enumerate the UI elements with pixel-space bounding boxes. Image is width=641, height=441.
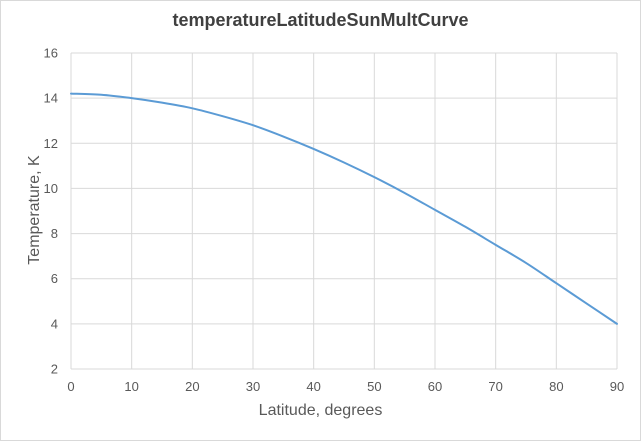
y-tick-label: 12 bbox=[44, 136, 58, 151]
y-tick-label: 14 bbox=[44, 91, 58, 106]
tick-labels: 2 4 6 8 10 12 14 16 0 10 20 30 40 50 60 70 80 90 bbox=[44, 46, 625, 395]
y-tick-label: 10 bbox=[44, 181, 58, 196]
y-tick-label: 4 bbox=[51, 316, 58, 331]
series-lines bbox=[70, 92, 618, 325]
chart-title: temperatureLatitudeSunMultCurve bbox=[172, 10, 469, 30]
x-tick-label: 80 bbox=[549, 379, 563, 394]
x-tick-label: 50 bbox=[367, 379, 381, 394]
x-tick-label: 10 bbox=[124, 379, 138, 394]
gridlines bbox=[70, 52, 618, 370]
y-tick-label: 16 bbox=[44, 46, 58, 61]
x-tick-label: 40 bbox=[306, 379, 320, 394]
x-tick-label: 90 bbox=[610, 379, 624, 394]
x-tick-label: 60 bbox=[428, 379, 442, 394]
x-axis-title: Latitude, degrees bbox=[258, 402, 383, 419]
x-tick-label: 70 bbox=[488, 379, 502, 394]
x-tick-label: 30 bbox=[246, 379, 260, 394]
y-tick-label: 2 bbox=[51, 362, 58, 377]
series-line bbox=[70, 92, 618, 325]
x-tick-label: 0 bbox=[67, 379, 74, 394]
y-tick-label: 8 bbox=[51, 226, 58, 241]
x-tick-label: 20 bbox=[185, 379, 199, 394]
y-tick-label: 6 bbox=[51, 271, 58, 286]
